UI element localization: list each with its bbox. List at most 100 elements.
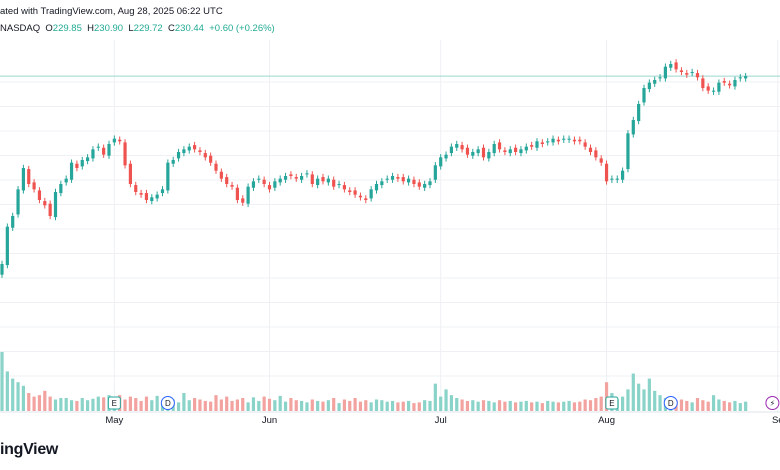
candle-body	[407, 178, 411, 183]
volume-bar	[214, 395, 218, 411]
candle-body	[358, 195, 363, 198]
candle-body	[43, 201, 47, 206]
volume-bar	[353, 398, 357, 411]
candle-body	[647, 82, 651, 90]
volume-bar	[326, 400, 330, 411]
volume-bar	[150, 400, 154, 411]
candle-body	[444, 154, 448, 159]
volume-bar	[711, 395, 716, 411]
earnings-marker	[107, 396, 121, 410]
candle-body	[428, 181, 432, 186]
volume-bar	[578, 401, 582, 411]
candle-body	[251, 181, 256, 188]
volume-bar	[273, 400, 277, 411]
dividend-marker-label: D	[668, 399, 674, 408]
volume-bar	[744, 401, 748, 411]
candle-body	[75, 163, 79, 168]
candle-body	[492, 144, 496, 154]
close-value: 230.44	[174, 23, 204, 34]
volume-bar	[139, 400, 143, 411]
candle-body	[679, 70, 684, 72]
candle-body	[380, 181, 384, 186]
volume-bar	[0, 351, 4, 411]
volume-bar	[53, 399, 58, 411]
split-marker	[765, 396, 780, 410]
candle-body	[316, 178, 320, 186]
dividend-marker	[160, 396, 175, 410]
volume-bar	[401, 401, 405, 411]
volume-bar	[540, 403, 544, 411]
volume-bar	[32, 396, 36, 411]
volume-bar	[43, 390, 47, 411]
volume-bar	[492, 402, 496, 411]
candle-body	[615, 178, 619, 180]
candle-body	[139, 193, 143, 195]
volume-bar	[235, 399, 239, 411]
created-caption: ated with TradingView.com, Aug 28, 2025 …	[0, 6, 223, 17]
volume-bar	[91, 398, 95, 411]
candle-body	[530, 145, 534, 147]
volume-bar	[588, 400, 593, 411]
volume-bar	[219, 399, 223, 411]
candle-body	[283, 176, 288, 180]
volume-bar	[460, 399, 464, 411]
volume-bar	[449, 395, 453, 411]
candle-body	[294, 177, 298, 179]
candle-body	[342, 185, 346, 190]
candle-body	[214, 163, 218, 171]
candle-body	[685, 73, 689, 75]
candle-body	[337, 184, 341, 186]
exchange-label: NASDAQ	[0, 23, 41, 34]
candle-body	[514, 147, 518, 152]
candle-body	[203, 153, 207, 158]
candle-body	[401, 177, 405, 182]
candle-body	[134, 185, 138, 192]
volume-bar	[524, 400, 528, 411]
volume-bar	[316, 400, 320, 411]
volume-bar	[508, 400, 512, 411]
candle-body	[711, 90, 716, 92]
candle-body	[86, 157, 90, 162]
volume-bar	[599, 396, 603, 411]
candle-body	[471, 152, 475, 156]
candle-body	[102, 147, 106, 155]
candle-body	[305, 173, 309, 175]
candle-body	[578, 139, 582, 142]
volume-bar	[69, 400, 74, 411]
candle-body	[128, 163, 132, 184]
volume-bar	[337, 403, 341, 411]
candle-body	[546, 141, 550, 143]
volume-bar	[594, 398, 598, 411]
volume-bar	[497, 400, 502, 411]
candle-body	[631, 120, 635, 135]
candle-body	[519, 149, 523, 154]
volume-bar	[321, 401, 325, 411]
tradingview-logo[interactable]: ingView	[0, 441, 59, 458]
volume-bar	[642, 389, 646, 411]
candle-body	[5, 226, 9, 266]
volume-bar	[390, 400, 395, 411]
volume-bar	[647, 378, 651, 411]
volume-bar	[230, 400, 234, 411]
candle-body	[160, 189, 165, 194]
dividend-marker	[663, 396, 678, 410]
candle-body	[187, 146, 191, 151]
candle-body	[658, 77, 662, 79]
volume-bar	[701, 400, 705, 411]
volume-bar	[27, 393, 31, 411]
candle-body	[235, 187, 239, 200]
candle-body	[289, 174, 293, 176]
volume-bar	[278, 395, 282, 411]
volume-bar	[305, 402, 309, 411]
volume-bar	[519, 401, 523, 411]
candle-body	[497, 142, 502, 150]
candle-body	[503, 150, 507, 152]
volume-bar	[86, 400, 90, 411]
ohlc-legend: NASDAQ O229.85 H230.90 L229.72 C230.44 +…	[0, 23, 275, 34]
volume-bar	[294, 400, 298, 411]
volume-bar	[487, 400, 491, 411]
candle-body	[348, 190, 352, 192]
candle-body	[21, 168, 25, 191]
candle-body	[621, 170, 625, 180]
